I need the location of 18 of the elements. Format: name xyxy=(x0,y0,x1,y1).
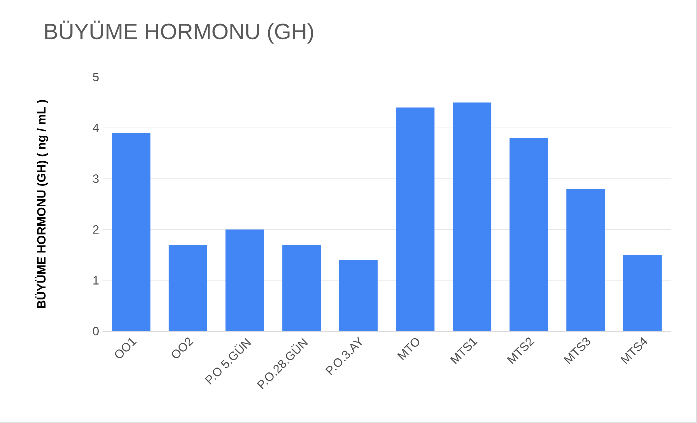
y-tick-label: 0 xyxy=(93,327,99,336)
y-tick-label: 3 xyxy=(93,174,99,184)
bar xyxy=(339,260,378,332)
bar xyxy=(226,230,264,332)
bar xyxy=(510,138,548,332)
y-tick-label: 4 xyxy=(93,124,100,132)
bar xyxy=(168,245,208,332)
y-tick-label: 1 xyxy=(94,276,99,285)
bar xyxy=(282,245,322,332)
bar xyxy=(396,108,435,332)
bar xyxy=(452,102,492,332)
y-tick-label: 5 xyxy=(93,73,99,82)
chart-title: BÜYÜME HORMONU (GH) xyxy=(46,20,314,44)
y-axis-title: BÜYÜME HORMONU (GH) ( ng / mL ) xyxy=(35,100,48,308)
bar xyxy=(112,133,151,332)
bar xyxy=(623,255,662,332)
y-tick-label: 2 xyxy=(93,226,99,234)
bar xyxy=(566,189,606,332)
